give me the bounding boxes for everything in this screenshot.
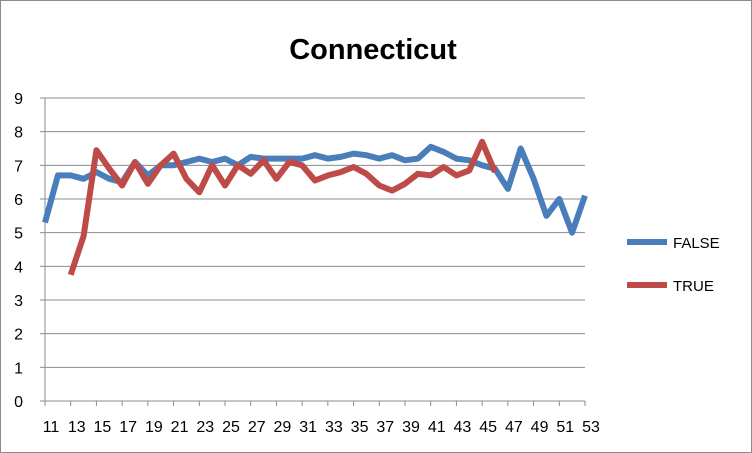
x-tick-label: 33 (325, 419, 343, 436)
x-tick-label: 11 (43, 419, 60, 436)
x-tick-label: 29 (274, 419, 292, 436)
x-tick-label: 13 (68, 419, 86, 436)
y-tick-label: 9 (14, 91, 23, 108)
axes (44, 98, 585, 402)
x-tick-label: 47 (505, 419, 523, 436)
x-tick-label: 17 (119, 419, 137, 436)
x-tick-label: 25 (222, 419, 240, 436)
x-tick-label: 41 (428, 419, 446, 436)
gridlines (45, 97, 585, 368)
y-tick-label: 4 (14, 259, 23, 276)
x-tick-label: 43 (454, 419, 472, 436)
x-tick-label: 35 (351, 419, 369, 436)
y-tick-label: 5 (14, 226, 23, 243)
y-axis-tick-labels: 0 1 2 3 4 5 6 7 8 9 (14, 91, 45, 411)
series-line-true (67, 138, 498, 276)
x-tick-label: 49 (531, 419, 549, 436)
x-tick-label: 27 (248, 419, 266, 436)
x-tick-label: 21 (171, 419, 189, 436)
x-tick-label: 51 (556, 419, 574, 436)
y-tick-label: 0 (14, 394, 23, 411)
x-tick-label: 31 (299, 419, 317, 436)
y-tick-label: 2 (14, 327, 23, 344)
chart-title: Connecticut (289, 34, 457, 66)
x-tick-label: 53 (582, 419, 600, 436)
y-tick-label: 3 (14, 293, 23, 310)
x-tick-label: 19 (145, 419, 163, 436)
x-axis-tick-labels: 11 13 15 17 19 21 23 25 27 29 31 33 35 37 39 41 43 45 47 49… (43, 401, 600, 436)
x-tick-label: 37 (376, 419, 394, 436)
x-tick-label: 45 (479, 419, 497, 436)
y-tick-label: 7 (14, 158, 23, 175)
x-tick-label: 39 (402, 419, 420, 436)
legend-label-false: FALSE (673, 235, 720, 252)
y-tick-label: 8 (14, 125, 23, 142)
x-tick-label: 23 (196, 419, 214, 436)
series-line-false (42, 143, 588, 236)
legend-label-true: TRUE (673, 278, 714, 295)
y-tick-label: 1 (14, 360, 23, 377)
x-tick-label: 15 (94, 419, 112, 436)
series-lines (42, 138, 588, 276)
legend: FALSE TRUE (627, 235, 720, 295)
y-tick-label: 6 (14, 192, 23, 209)
